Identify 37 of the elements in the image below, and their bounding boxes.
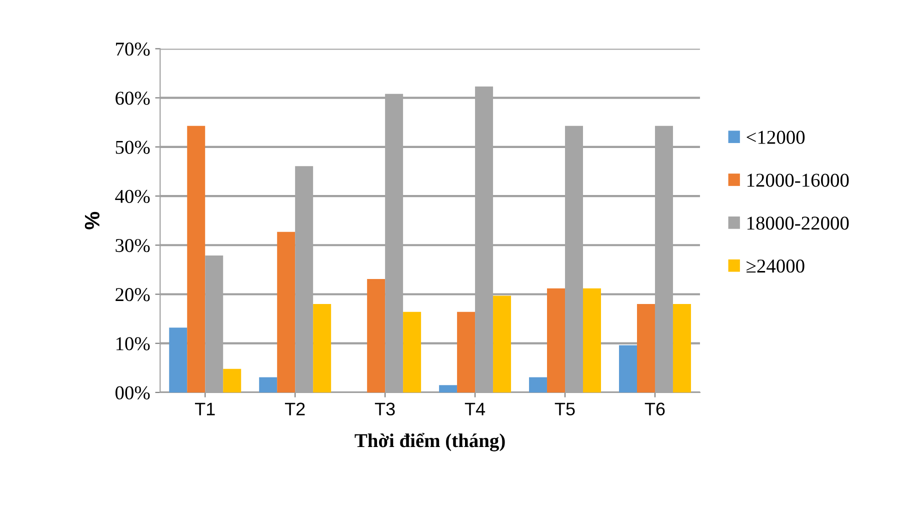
bar — [169, 328, 188, 392]
x-axis-title: Thời điểm (tháng) — [354, 432, 505, 452]
x-tick-label: T2 — [284, 402, 305, 416]
x-tick-label: T1 — [194, 402, 215, 416]
y-tick-label: 30% — [116, 238, 150, 252]
bar — [403, 312, 422, 392]
x-tick-label: T4 — [464, 402, 486, 416]
legend-label: 12000-16000 — [747, 174, 849, 187]
bar — [277, 232, 296, 392]
bar — [367, 279, 386, 392]
y-axis-title: % — [84, 212, 100, 230]
legend-label: 18000-22000 — [747, 216, 849, 230]
bar — [187, 126, 206, 392]
y-tick-label: 40% — [115, 190, 150, 204]
legend-label: <12000 — [746, 130, 805, 144]
x-tick-label: T3 — [374, 402, 395, 416]
bar — [439, 385, 458, 392]
bar — [583, 288, 602, 392]
legend-label: ≥24000 — [746, 260, 804, 273]
bar — [636, 304, 655, 392]
bar — [259, 377, 278, 392]
x-tick-label: T5 — [554, 402, 575, 416]
y-tick-label: 60% — [116, 92, 150, 105]
bar — [547, 288, 566, 392]
bar — [493, 296, 512, 392]
y-tick-label: 50% — [116, 140, 150, 154]
bar — [672, 304, 691, 392]
bar — [313, 304, 332, 392]
y-tick-label: 20% — [116, 288, 150, 302]
bar — [223, 368, 242, 392]
y-tick-label: 00% — [116, 386, 150, 400]
y-tick-label: 10% — [116, 337, 150, 350]
x-tick-label: T6 — [644, 402, 665, 416]
bar — [619, 345, 637, 392]
bar — [457, 312, 476, 392]
bar — [529, 377, 548, 392]
y-tick-label: 70% — [116, 42, 150, 56]
